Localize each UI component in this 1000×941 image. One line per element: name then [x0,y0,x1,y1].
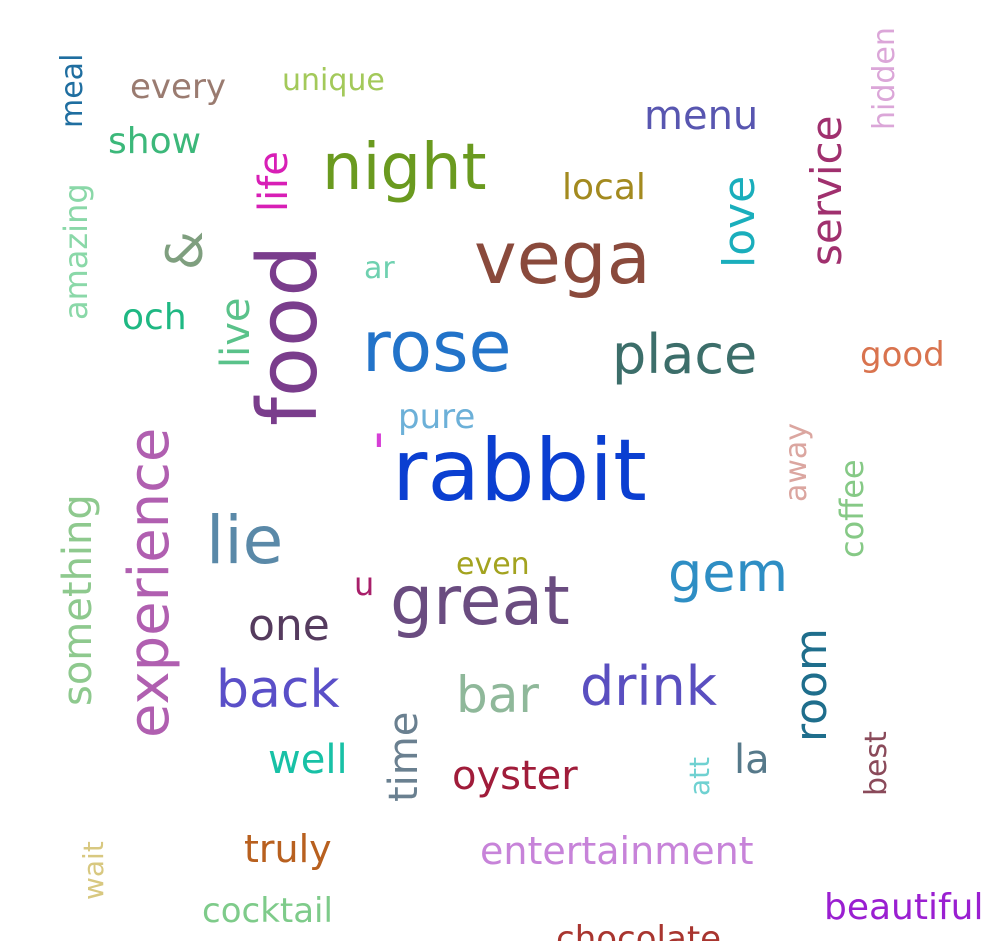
word-ar: ar [364,251,395,286]
word-cocktail: cocktail [202,891,333,931]
word-back: back [216,660,340,720]
word-bar: bar [456,666,539,724]
word-menu: menu [644,93,759,139]
word-service: service [802,115,851,266]
word-place: place [612,323,758,386]
word-u: u [354,565,375,603]
word-hidden: hidden [867,27,902,130]
word-coffee: coffee [833,459,871,558]
word-entertainment: entertainment [480,829,754,873]
word-beautiful: beautiful [824,887,984,928]
word-even: even [456,547,530,582]
word-room: room [786,628,837,742]
word-time: time [381,711,427,802]
word-och: och [122,297,187,338]
word-amazing: amazing [57,183,95,320]
word-rose: rose [362,306,512,388]
word-good: good [860,335,945,375]
word-one: one [248,600,330,651]
word-pure: pure [398,397,476,437]
word-show: show [108,121,202,162]
word-local: local [562,167,646,208]
word-chocolate: chocolate [556,919,722,941]
word-experience: experience [117,427,182,738]
word-truly: truly [244,827,332,871]
word-drink: drink [580,655,717,718]
word-live: live [213,297,259,368]
word-food: food [241,244,336,426]
word-love: love [714,175,765,268]
word-night: night [322,131,487,205]
word-la: la [734,737,770,783]
word-every: every [130,67,227,107]
word-ampersand: & [156,231,214,270]
word-rabbit: rabbit [392,421,647,521]
word-att: att [683,756,716,796]
word-wait: wait [77,841,110,900]
word-well: well [268,737,348,783]
word-oyster: oyster [452,753,578,799]
word-best: best [859,731,894,796]
word-vega: vega [474,216,651,300]
word-meal: meal [55,53,90,128]
word-great: great [390,562,570,641]
word-lie: lie [206,502,284,579]
word-apostrophe: ' [372,424,386,482]
word-unique: unique [282,63,385,98]
word-life: life [251,151,297,212]
word-away: away [779,422,814,502]
word-something: something [55,494,101,706]
word-gem: gem [668,541,789,604]
